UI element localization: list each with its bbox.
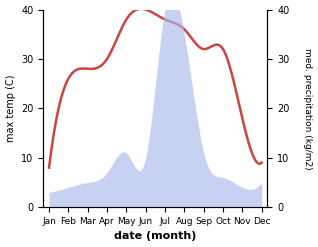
X-axis label: date (month): date (month) <box>114 231 197 242</box>
Y-axis label: med. precipitation (kg/m2): med. precipitation (kg/m2) <box>303 48 313 169</box>
Y-axis label: max temp (C): max temp (C) <box>5 75 16 142</box>
